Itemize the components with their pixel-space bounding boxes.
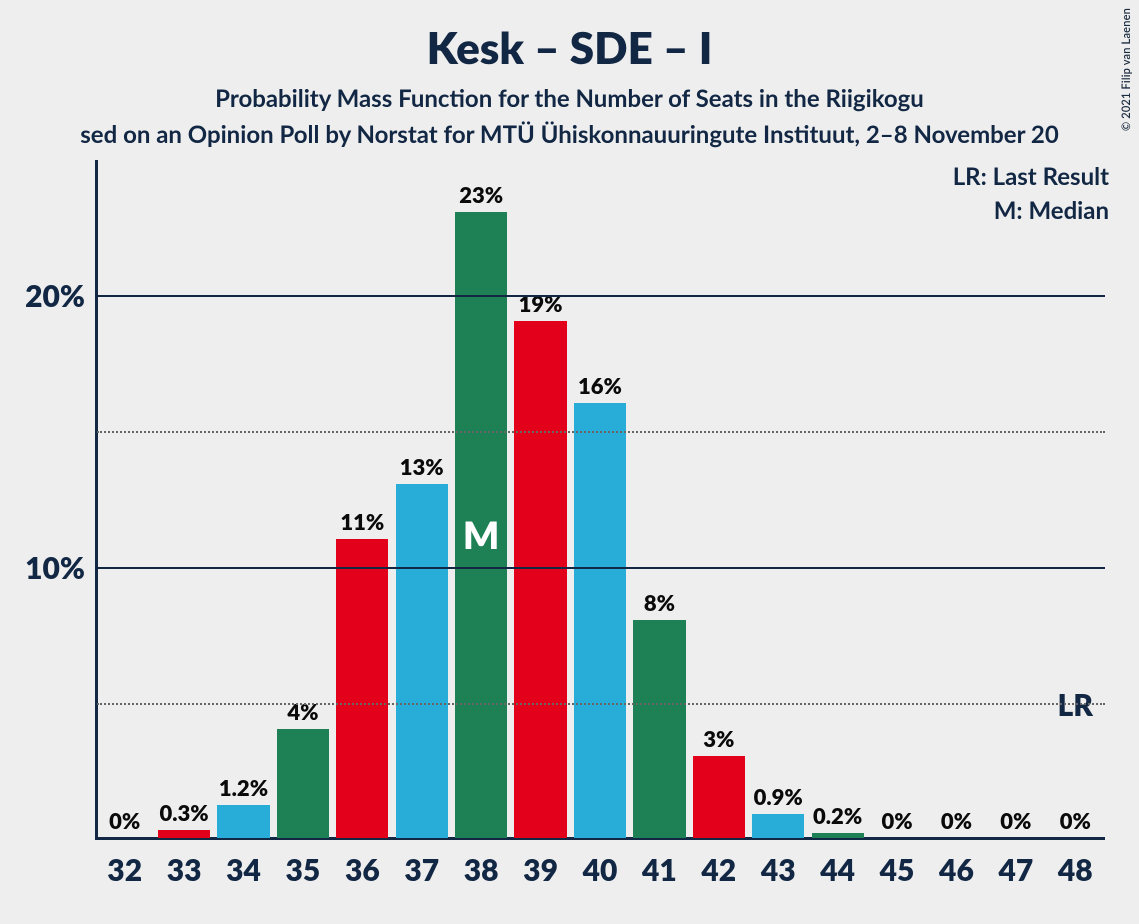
x-tick-label: 47 [998, 852, 1033, 888]
bar: 8% [633, 620, 685, 838]
x-tick-label: 32 [107, 852, 142, 888]
x-tick-label: 38 [464, 852, 499, 888]
bar-value-label: 16% [578, 372, 622, 399]
chart-subtitle-1: Probability Mass Function for the Number… [0, 84, 1139, 113]
grid-major [97, 567, 1105, 569]
grid-minor [97, 703, 1105, 705]
x-tick-label: 39 [523, 852, 558, 888]
bar-value-label: 0% [1000, 807, 1031, 834]
bar: 13% [396, 484, 448, 838]
grid-major [97, 295, 1105, 297]
bar-slot: 4%35 [273, 160, 332, 840]
bar-slot: 3%42 [689, 160, 748, 840]
x-tick-label: 41 [642, 852, 677, 888]
bar-slot: 0%LR48 [1046, 160, 1105, 840]
bar-slot: 0.2%44 [808, 160, 867, 840]
bar-value-label: 23% [459, 181, 503, 208]
bar-value-label: 1.2% [219, 774, 268, 801]
bar: 0.9% [752, 814, 804, 838]
bar: 0.2% [812, 833, 864, 838]
x-tick-label: 45 [880, 852, 915, 888]
bar-slot: 16%40 [570, 160, 629, 840]
x-tick-label: 46 [939, 852, 974, 888]
y-tick-label: 20% [25, 278, 85, 314]
bar-slot: 0%32 [95, 160, 154, 840]
bar-slot: 11%36 [333, 160, 392, 840]
x-tick-label: 33 [167, 852, 202, 888]
bar-value-label: 13% [400, 453, 444, 480]
x-tick-label: 42 [701, 852, 736, 888]
chart-subtitle-2: sed on an Opinion Poll by Norstat for MT… [0, 120, 1139, 149]
x-tick-label: 48 [1058, 852, 1093, 888]
bar-slot: 0%46 [927, 160, 986, 840]
median-marker: M [463, 512, 499, 558]
bar: 1.2% [217, 805, 269, 838]
bar-value-label: 11% [340, 508, 384, 535]
bar-value-label: 0% [881, 807, 912, 834]
bar-value-label: 0.3% [160, 799, 209, 826]
x-tick-label: 44 [820, 852, 855, 888]
bar-slot: 0.3%33 [154, 160, 213, 840]
bar-slot: 1.2%34 [214, 160, 273, 840]
bar-value-label: 0.2% [813, 802, 862, 829]
x-tick-label: 40 [583, 852, 618, 888]
bar: 16% [574, 403, 626, 838]
bar-value-label: 0% [109, 807, 140, 834]
bar-value-label: 0.9% [754, 783, 803, 810]
bar-slot: 13%37 [392, 160, 451, 840]
bar-slot: 23%M38 [451, 160, 510, 840]
x-tick-label: 34 [226, 852, 261, 888]
chart-page: © 2021 Filip van Laenen Kesk – SDE – I P… [0, 0, 1139, 924]
bar: 19% [514, 321, 566, 838]
bar-slot: 0%47 [986, 160, 1045, 840]
bar-slot: 0%45 [867, 160, 926, 840]
bar-value-label: 3% [703, 725, 734, 752]
bar-value-label: 8% [644, 589, 675, 616]
bar: 3% [693, 756, 745, 838]
bars-container: 0%320.3%331.2%344%3511%3613%3723%M3819%3… [95, 160, 1105, 840]
grid-minor [97, 431, 1105, 433]
bar-value-label: 0% [1060, 807, 1091, 834]
lr-marker: LR [1058, 687, 1093, 723]
bar-slot: 19%39 [511, 160, 570, 840]
x-tick-label: 43 [761, 852, 796, 888]
bar: 11% [336, 539, 388, 838]
x-tick-label: 37 [404, 852, 439, 888]
bar-slot: 0.9%43 [749, 160, 808, 840]
bar: 4% [277, 729, 329, 838]
x-tick-label: 35 [286, 852, 321, 888]
plot-area: 0%320.3%331.2%344%3511%3613%3723%M3819%3… [95, 160, 1105, 840]
bar-value-label: 0% [941, 807, 972, 834]
bar-slot: 8%41 [630, 160, 689, 840]
y-tick-label: 10% [25, 550, 85, 586]
chart-title: Kesk – SDE – I [0, 22, 1139, 74]
x-tick-label: 36 [345, 852, 380, 888]
bar: 0.3% [158, 830, 210, 838]
